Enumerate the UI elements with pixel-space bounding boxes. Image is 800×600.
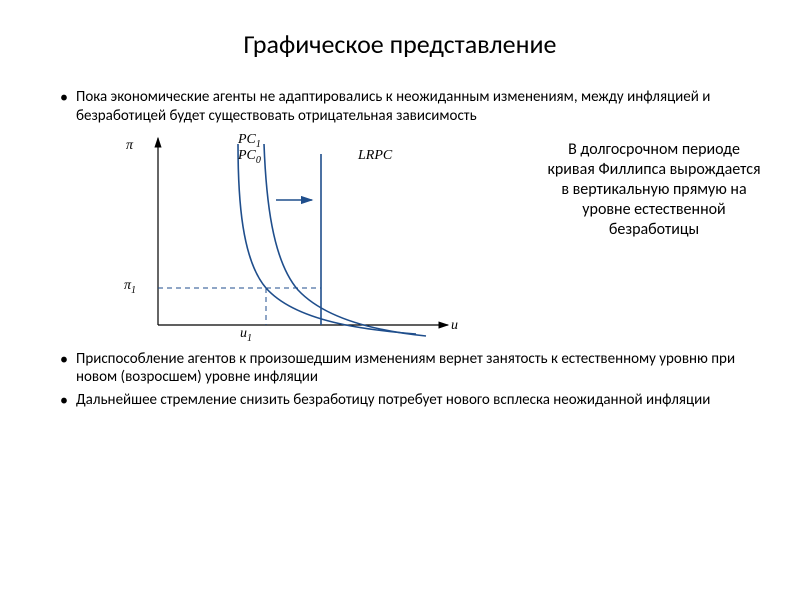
axis-label-pi: π xyxy=(126,138,133,154)
side-annotation: В долгосрочном периоде кривая Филлипса в… xyxy=(544,140,764,240)
bullet-item: Пока экономические агенты не адаптировал… xyxy=(56,88,744,126)
pc1-name: PC xyxy=(238,132,256,147)
u1-name: u xyxy=(240,326,247,341)
bullet-item: Приспособление агентов к произошедшим из… xyxy=(56,350,744,388)
pc1-curve xyxy=(264,144,426,336)
axis-label-u: u xyxy=(451,318,458,334)
curve-label-lrpc: LRPC xyxy=(358,148,392,164)
page-title: Графическое представление xyxy=(56,28,744,60)
bullet-list: Пока экономические агенты не адаптировал… xyxy=(56,88,744,126)
curve-label-pc0: PC0 xyxy=(238,148,261,166)
bullet-item: Дальнейшее стремление снизить безработиц… xyxy=(56,391,744,410)
pi1-sym: π xyxy=(124,278,131,293)
point-label-u1: u1 xyxy=(240,326,252,344)
chart-area: π PC1 PC0 LRPC π1 u1 u В долгосрочном пе… xyxy=(66,130,746,350)
pi1-sub: 1 xyxy=(131,284,136,295)
pc0-name: PC xyxy=(238,148,256,163)
pc0-sub: 0 xyxy=(256,154,261,165)
bullet-list-lower: Приспособление агентов к произошедшим из… xyxy=(56,350,744,410)
point-label-pi1: π1 xyxy=(124,278,136,296)
pc0-curve xyxy=(238,144,416,334)
u1-sub: 1 xyxy=(247,332,252,343)
phillips-chart xyxy=(66,130,466,345)
